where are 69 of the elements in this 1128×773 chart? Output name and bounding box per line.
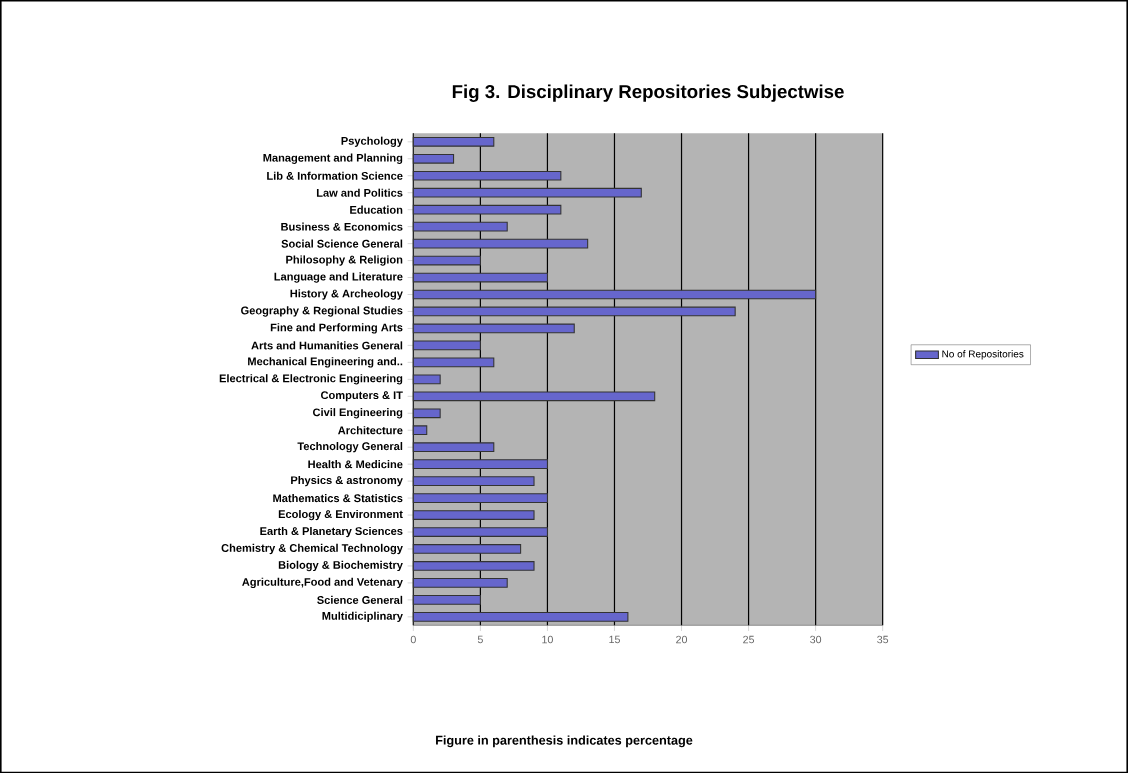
y-tick-label: History & Archeology — [290, 289, 403, 300]
bar — [412, 459, 548, 469]
bar — [412, 374, 441, 385]
bar — [412, 526, 548, 537]
bar — [412, 476, 535, 486]
bar — [412, 306, 736, 317]
chart-title: Fig 3. Disciplinary Repositories Subjectwise — [452, 84, 844, 102]
x-tick-label: 35 — [877, 635, 889, 644]
y-tick-label: Mechanical Engineering and.. — [248, 357, 403, 368]
bar — [412, 408, 441, 418]
y-tick-label: Agriculture,Food and Vetenary — [242, 577, 403, 588]
bar — [412, 289, 817, 300]
x-tick-label: 5 — [477, 635, 483, 644]
y-tick-label: Chemistry & Chemical Technology — [221, 543, 403, 555]
y-tick-label: Business & Economics — [281, 222, 403, 231]
bar — [412, 442, 495, 452]
bar — [412, 611, 629, 622]
y-tick-label: Psychology — [341, 136, 403, 147]
y-tick-label: Architecture — [338, 426, 403, 435]
bar — [412, 577, 508, 588]
x-tick-label: 15 — [609, 635, 620, 644]
x-tick-label: 20 — [676, 635, 688, 644]
y-tick-label: Technology General — [297, 441, 403, 453]
bar — [412, 204, 562, 215]
legend-label: No of Repositories — [942, 349, 1024, 360]
y-tick-label: Electrical & Electronic Engineering — [219, 374, 403, 385]
y-tick-label: Mathematics & Statistics — [273, 493, 403, 502]
text: Figure in parenthesis indicates percentage — [436, 735, 693, 748]
bar — [412, 543, 522, 554]
y-tick-label: Multidiciplinary — [322, 611, 403, 622]
y-tick-label: Civil Engineering — [313, 407, 403, 419]
bar — [412, 560, 535, 571]
x-tick-label: 30 — [810, 635, 822, 644]
bar — [412, 136, 495, 147]
bar — [412, 510, 535, 520]
bar — [412, 594, 481, 605]
y-tick-label: Law and Politics — [316, 188, 403, 197]
bar — [412, 255, 481, 266]
bar — [412, 323, 575, 334]
bar — [412, 170, 562, 181]
y-tick-label: Earth & Planetary Sciences — [260, 526, 403, 538]
bar — [412, 391, 656, 402]
y-tick-label: Physics & astronomy — [291, 475, 403, 487]
y-tick-label: Education — [350, 205, 403, 214]
bar — [412, 493, 548, 503]
y-tick-label: Arts and Humanities General — [251, 341, 403, 350]
y-tick-label: Philosophy & Religion — [286, 255, 403, 266]
y-tick-label: Lib & Information Science — [267, 171, 403, 180]
x-tick-label: 10 — [542, 635, 553, 644]
y-tick-label: Biology & Biochemistry — [278, 560, 403, 571]
y-tick-label: Management and Planning — [263, 153, 403, 164]
y-tick-label: Ecology & Environment — [278, 509, 403, 521]
x-tick-label: 0 — [410, 635, 416, 644]
y-tick-label: Science General — [317, 595, 403, 604]
bar — [412, 238, 589, 249]
bar — [412, 340, 481, 351]
bar — [412, 272, 548, 283]
y-tick-label: Social Science General — [281, 239, 403, 248]
y-tick-label: Health & Medicine — [308, 459, 403, 469]
y-tick-label: Fine and Performing Arts — [270, 323, 403, 334]
bar — [412, 221, 508, 232]
y-tick-label: Language and Literature — [274, 272, 403, 283]
bar — [412, 187, 642, 198]
y-tick-label: Computers & IT — [321, 391, 403, 402]
bar — [412, 357, 495, 368]
bar — [412, 425, 428, 435]
y-tick-label: Geography & Regional Studies — [241, 306, 403, 317]
bar — [412, 153, 455, 164]
x-tick-label: 25 — [743, 635, 755, 644]
